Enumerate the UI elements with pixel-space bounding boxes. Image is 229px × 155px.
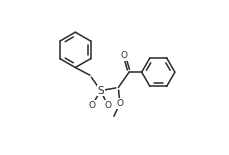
Text: S: S — [97, 86, 104, 95]
Text: O: O — [121, 51, 128, 60]
Text: O: O — [116, 99, 123, 108]
Text: O: O — [104, 101, 111, 110]
Text: O: O — [89, 101, 96, 110]
